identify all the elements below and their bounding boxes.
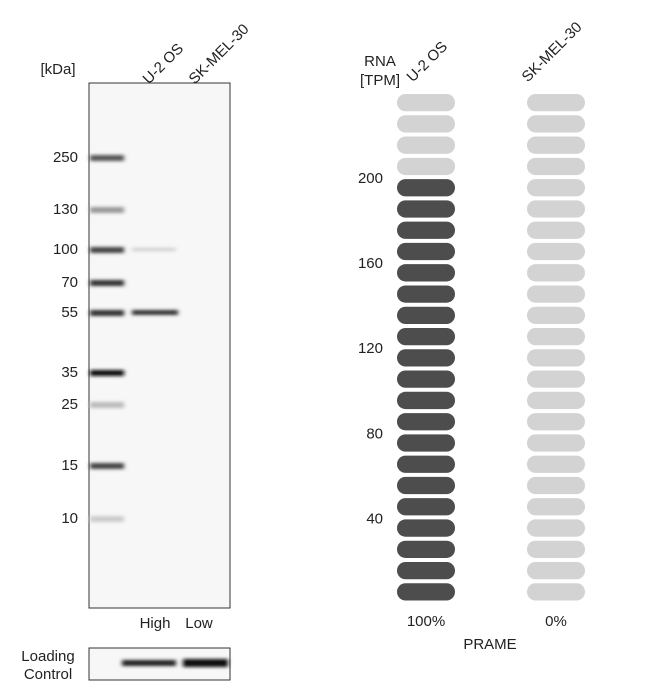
tpm-pill <box>527 583 585 601</box>
tpm-pill <box>397 476 455 495</box>
percent-label: 100% <box>407 613 445 630</box>
marker-label: 55 <box>61 304 78 321</box>
loading-label: Control <box>24 666 72 683</box>
tpm-pill <box>527 242 585 261</box>
tpm-pill <box>397 94 455 112</box>
tpm-pill <box>527 200 585 218</box>
tpm-pill <box>397 413 455 431</box>
band <box>132 248 176 251</box>
tpm-pill <box>397 179 455 197</box>
tpm-pill <box>397 242 455 261</box>
y-tick-label: 40 <box>366 510 383 527</box>
marker-label: 250 <box>53 149 78 166</box>
tpm-pill <box>527 157 585 176</box>
marker-label: 70 <box>61 274 78 291</box>
tpm-pill <box>527 285 585 303</box>
marker-label: 130 <box>53 201 78 218</box>
y-tick-label: 80 <box>366 425 383 442</box>
tpm-pill <box>527 179 585 197</box>
tpm-pill <box>527 413 585 431</box>
expression-label: High <box>140 615 171 632</box>
tpm-pill <box>527 370 585 388</box>
tpm-pill <box>397 157 455 176</box>
tpm-pill <box>527 221 585 239</box>
y-tick-label: 200 <box>358 170 383 187</box>
gene-label: PRAME <box>463 636 516 653</box>
tpm-pill <box>397 327 455 346</box>
tpm-pill <box>397 349 455 367</box>
ladder-band <box>90 516 124 522</box>
tpm-pill <box>527 434 585 452</box>
tpm-pill <box>397 519 455 537</box>
tpm-pill <box>527 561 585 580</box>
tpm-pill <box>527 476 585 495</box>
tpm-pill <box>397 540 455 558</box>
marker-label: 15 <box>61 457 78 474</box>
marker-label: 25 <box>61 396 78 413</box>
tpm-pill <box>527 264 585 282</box>
tpm-pill <box>397 285 455 303</box>
tpm-pill <box>397 455 455 473</box>
tpm-pill <box>527 136 585 154</box>
blot-frame <box>88 82 231 609</box>
tpm-pill <box>527 455 585 473</box>
ladder-band <box>90 463 124 469</box>
tpm-pill <box>397 370 455 388</box>
rna-unit: RNA <box>364 53 396 70</box>
tpm-pill <box>397 136 455 154</box>
lane-label: SK-MEL-30 <box>186 21 253 88</box>
ladder-band <box>90 370 124 376</box>
cell-line-label: U-2 OS <box>404 38 451 85</box>
loading-label: Loading <box>21 648 74 665</box>
ladder-band <box>90 310 124 316</box>
ladder-band <box>90 247 124 253</box>
tpm-pill <box>397 498 455 516</box>
ladder-band <box>90 155 124 161</box>
band <box>122 660 176 666</box>
ladder <box>90 155 124 522</box>
tpm-pill <box>527 540 585 558</box>
tpm-pill <box>527 94 585 112</box>
tpm-pill <box>527 498 585 516</box>
y-tick-label: 160 <box>358 255 383 272</box>
tpm-pill <box>397 583 455 601</box>
marker-label: 10 <box>61 510 78 527</box>
sample-bands <box>122 248 228 667</box>
tpm-pill <box>527 306 585 324</box>
tpm-pill <box>397 561 455 580</box>
tpm-pill <box>397 391 455 410</box>
tpm-pill <box>397 434 455 452</box>
percent-label: 0% <box>545 613 567 630</box>
rna-unit: [TPM] <box>360 72 400 89</box>
tpm-pill <box>397 115 455 133</box>
tpm-pill <box>527 115 585 133</box>
ladder-band <box>90 207 124 213</box>
tpm-pill <box>527 327 585 346</box>
ladder-band <box>90 402 124 408</box>
expression-label: Low <box>185 615 213 632</box>
ladder-band <box>90 280 124 286</box>
tpm-pill <box>397 306 455 324</box>
tpm-pill <box>397 221 455 239</box>
tpm-pill <box>397 200 455 218</box>
tpm-pill <box>527 391 585 410</box>
tpm-pill <box>527 519 585 537</box>
cell-line-label: SK-MEL-30 <box>519 19 586 86</box>
band <box>183 659 228 667</box>
y-tick-label: 120 <box>358 340 383 357</box>
marker-label: 100 <box>53 241 78 258</box>
marker-label: 35 <box>61 364 78 381</box>
band <box>132 310 178 315</box>
unit-label: [kDa] <box>40 61 75 78</box>
tpm-pill <box>527 349 585 367</box>
tpm-pill <box>397 264 455 282</box>
lane-label: U-2 OS <box>140 40 187 87</box>
